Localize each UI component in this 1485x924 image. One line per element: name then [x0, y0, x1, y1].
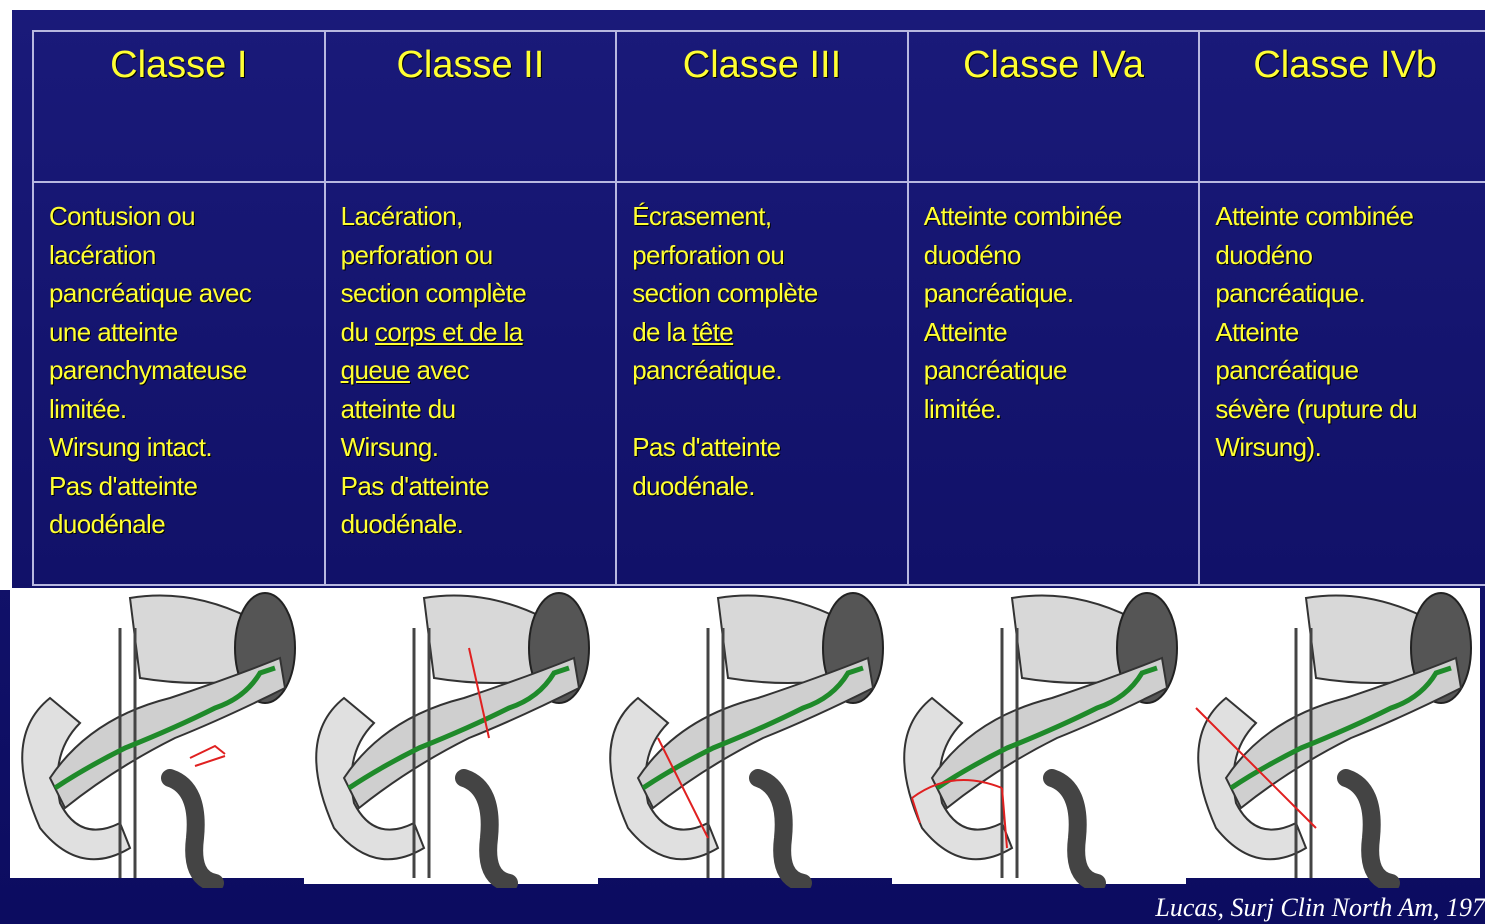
column-cell: Écrasement, perforation ou section complèt…: [615, 181, 909, 586]
text-line: section complète: [340, 278, 527, 308]
text-line: Atteinte: [1215, 316, 1299, 347]
text-line: Atteinte: [923, 316, 1008, 347]
text-line: Wirsung intact.: [49, 432, 213, 462]
illustration: [598, 588, 892, 888]
injury-mark: [911, 779, 1008, 849]
text-line: Atteinte combinée: [1215, 201, 1414, 231]
text-line: pancréatique: [923, 355, 1068, 385]
paragraph: Pas d'atteinte duodénale.: [632, 428, 907, 505]
column-cell: Atteinte combinée duodéno pancréatique. Att…: [1198, 181, 1485, 586]
text-line: duodéno: [1215, 239, 1313, 270]
text-line: perforation ou: [340, 239, 494, 270]
text-line: pancréatique: [1215, 355, 1359, 385]
intestine: [161, 769, 224, 888]
column-header: Classe IVb: [1198, 30, 1485, 183]
text-segment: avec: [409, 355, 470, 385]
illustration: [1186, 588, 1480, 888]
column-header: Classe II: [323, 30, 618, 183]
top-border: [0, 0, 1485, 10]
paragraph: Écrasement, perforation ou section complèt…: [632, 197, 907, 390]
text-line: perforation ou: [632, 239, 785, 270]
text-line: Lacération,: [340, 201, 464, 231]
text-line: Contusion ou: [49, 201, 196, 231]
text-line: limitée.: [923, 393, 1002, 424]
text-line: du corps et de la: [341, 313, 616, 352]
wirsung-duct: [935, 665, 1158, 791]
wirsung-duct: [641, 665, 864, 791]
text-line: Wirsung.: [340, 432, 439, 462]
text-line: queue avec: [341, 351, 616, 390]
text-line: Atteinte combinée: [923, 201, 1123, 231]
column-cell: Contusion ou lacération pancréatique avec u…: [32, 181, 326, 586]
text-segment: de la: [632, 316, 693, 347]
paragraph: Lacération, perforation ou section complèt…: [341, 197, 616, 544]
paragraph: Atteinte combinée duodéno pancréatique. Att…: [924, 197, 1199, 428]
text-line: Pas d'atteinte: [632, 432, 781, 462]
intestine: [1337, 769, 1400, 888]
header-row: Classe I Classe II Classe III Classe IVa Cla…: [32, 30, 1485, 183]
text-line: Wirsung).: [1215, 432, 1322, 462]
text-line: atteinte du: [340, 393, 456, 424]
underlined-text: tête: [692, 316, 734, 347]
text-line: pancréatique.: [632, 355, 782, 385]
wirsung-duct: [347, 665, 570, 791]
text-segment: du: [340, 316, 375, 347]
text-line: pancréatique.: [1215, 278, 1366, 308]
injury-mark: [189, 744, 226, 767]
underlined-text: corps et de la: [374, 316, 523, 347]
column-header: Classe I: [32, 30, 326, 183]
column-header: Classe IVa: [906, 30, 1201, 183]
classification-table: Classe I Classe II Classe III Classe IVa Cla…: [32, 30, 1485, 586]
injury-mark: [657, 737, 709, 839]
text-line: pancréatique avec: [49, 278, 252, 308]
left-border: [0, 0, 12, 590]
illustration: [10, 588, 304, 888]
text-line: duodénale.: [632, 470, 755, 501]
column-cell: Lacération, perforation ou section complèt…: [323, 181, 618, 586]
illustration: [892, 588, 1186, 888]
wirsung-duct: [1229, 665, 1452, 791]
paragraph: Contusion ou lacération pancréatique avec u…: [49, 197, 324, 544]
text-line: sévère (rupture du: [1215, 393, 1418, 424]
body-row: Contusion ou lacération pancréatique avec u…: [32, 181, 1485, 586]
text-line: Pas d'atteinte: [340, 470, 490, 501]
text-line: duodénale: [49, 509, 166, 539]
illustration: [304, 588, 598, 888]
intestine: [1043, 769, 1106, 888]
text-line: une atteinte: [49, 316, 178, 347]
citation: Lucas, Surj Clin North Am, 197: [1155, 893, 1485, 922]
injury-mark: [1195, 707, 1317, 829]
injury-mark: [468, 647, 490, 739]
text-line: Pas d'atteinte: [49, 470, 198, 501]
paragraph: Atteinte combinée duodéno pancréatique. Att…: [1215, 197, 1485, 467]
text-line: duodénale.: [340, 509, 464, 539]
column-cell: Atteinte combinée duodéno pancréatique. Att…: [906, 181, 1201, 586]
text-line: section complète: [632, 278, 818, 308]
text-line: duodéno: [923, 239, 1022, 270]
text-line: Écrasement,: [632, 201, 772, 231]
intestine: [455, 769, 518, 888]
text-line: pancréatique.: [923, 278, 1074, 308]
text-line: parenchymateuse: [49, 355, 247, 385]
wirsung-duct: [53, 665, 276, 791]
underlined-text: queue: [340, 355, 411, 385]
intestine: [749, 769, 812, 888]
text-line: de la tête: [632, 313, 907, 352]
column-header: Classe III: [615, 30, 909, 183]
illustrations: [10, 588, 1480, 888]
text-line: limitée.: [49, 393, 127, 424]
text-line: lacération: [49, 239, 156, 270]
